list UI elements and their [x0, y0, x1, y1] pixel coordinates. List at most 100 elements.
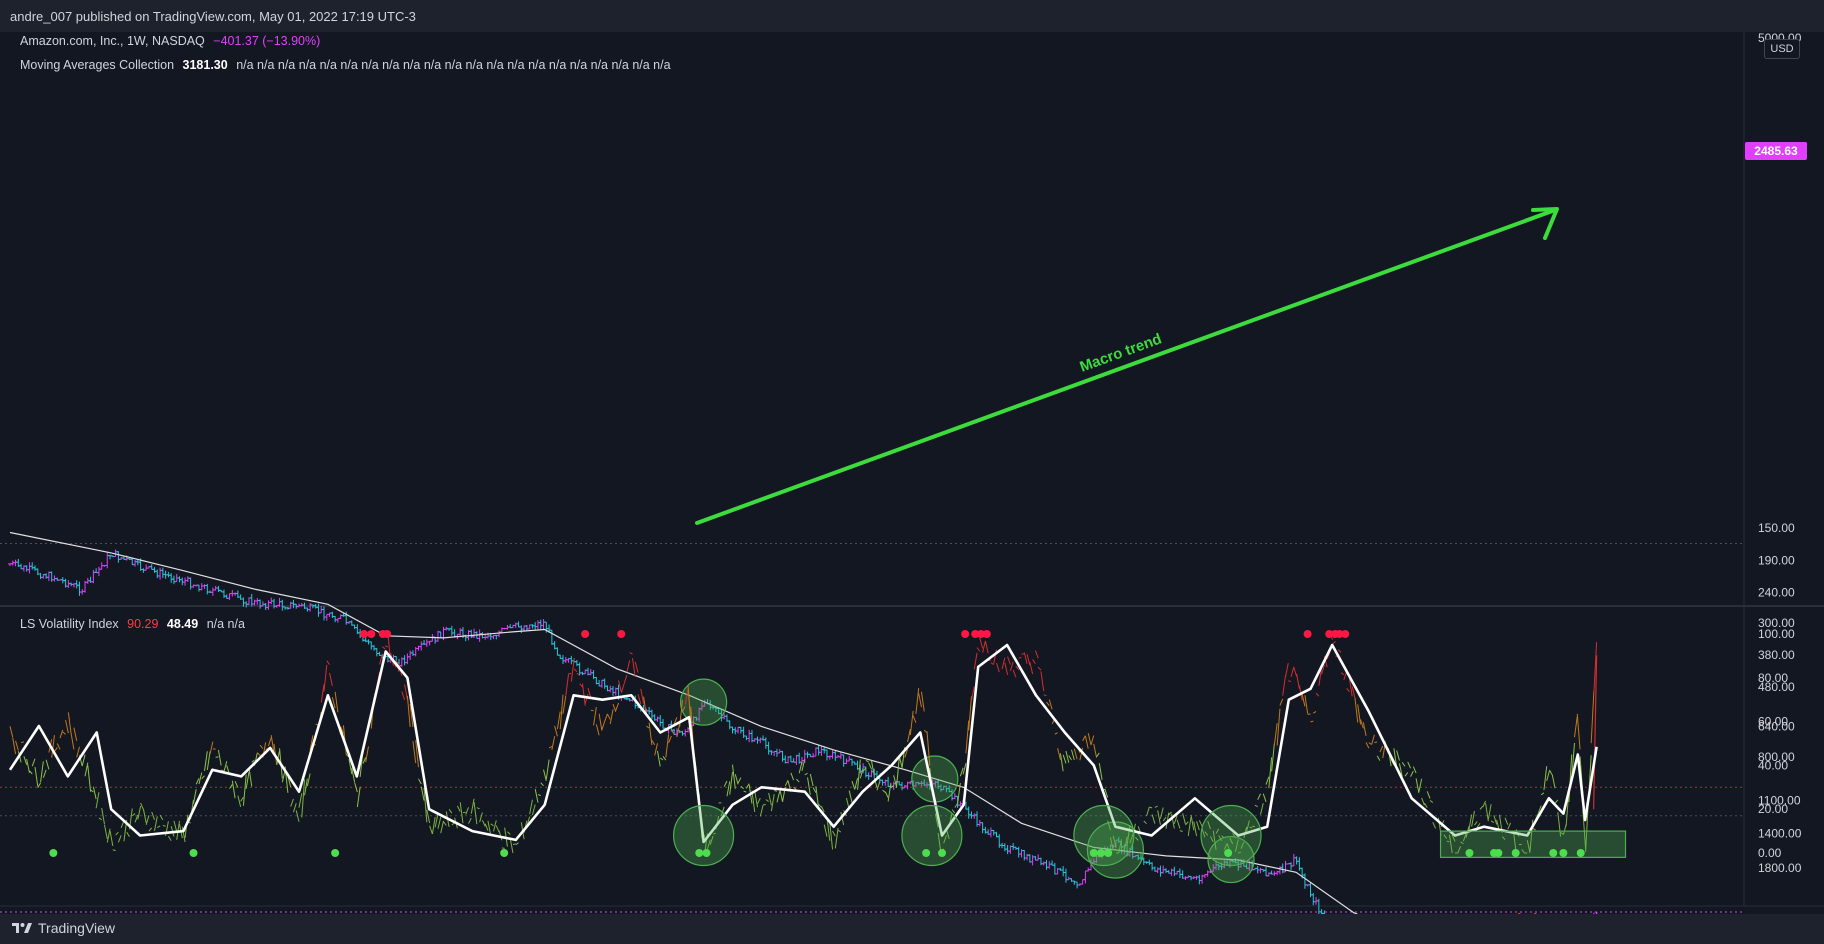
vol-circle — [1073, 804, 1135, 867]
raw-vol-segment — [540, 782, 544, 787]
raw-vol-segment — [1151, 814, 1156, 824]
raw-vol-segment — [1379, 745, 1384, 753]
price-tick-label: 190.00 — [1758, 553, 1795, 567]
raw-vol-segment — [229, 784, 233, 789]
raw-vol-segment — [1365, 742, 1370, 749]
raw-vol-segment — [267, 737, 272, 747]
raw-vol-segment — [65, 719, 69, 734]
moving-average-line — [9, 531, 1359, 914]
price-tick-label: 800.00 — [1758, 750, 1795, 764]
raw-vol-segment — [95, 792, 100, 809]
high-vol-dot — [383, 630, 392, 638]
price-tick-label: 240.00 — [1758, 585, 1795, 599]
raw-vol-segment — [637, 694, 642, 705]
raw-vol-segment — [1476, 822, 1481, 828]
raw-vol-segment — [612, 703, 617, 713]
raw-vol-segment — [584, 694, 589, 704]
raw-vol-segment — [1201, 828, 1206, 838]
raw-vol-segment — [354, 782, 358, 793]
vol-circle — [672, 804, 735, 867]
raw-vol-segment — [1257, 793, 1261, 801]
raw-vol-segment — [796, 778, 800, 783]
raw-vol-segment — [1246, 820, 1250, 832]
raw-vol-segment — [1546, 770, 1550, 781]
raw-vol-segment — [1090, 735, 1095, 746]
currency-button[interactable]: USD — [1764, 39, 1800, 59]
raw-vol-segment — [709, 835, 714, 845]
high-vol-dot — [971, 630, 980, 638]
raw-vol-segment — [1215, 828, 1220, 834]
symbol-label[interactable]: Amazon.com, Inc., 1W, NASDAQ — [20, 34, 205, 48]
raw-vol-segment — [54, 747, 58, 752]
raw-vol-segment — [1157, 810, 1161, 825]
raw-vol-segment — [304, 778, 308, 796]
raw-vol-segment — [37, 782, 42, 788]
raw-vol-segment — [1432, 821, 1437, 829]
raw-vol-segment — [1123, 836, 1128, 851]
raw-vol-segment — [887, 782, 892, 802]
raw-vol-segment — [807, 777, 811, 795]
brand[interactable]: TradingView — [12, 920, 115, 936]
raw-vol-segment — [1537, 805, 1542, 814]
ma-legend: Moving Averages Collection 3181.30 n/a n… — [20, 58, 676, 72]
raw-vol-segment — [809, 773, 814, 787]
raw-vol-segment — [1190, 814, 1195, 831]
raw-vol-segment — [1135, 837, 1139, 841]
raw-vol-segment — [490, 823, 494, 827]
vol-tick-label: 60.00 — [1758, 715, 1788, 729]
raw-vol-segment — [907, 728, 911, 743]
chart-canvas[interactable]: 150.00 190.00 240.00 300.00 380.00 480.00 640.… — [0, 32, 1824, 914]
raw-vol-segment — [965, 720, 970, 754]
ma-name[interactable]: Moving Averages Collection — [20, 58, 175, 72]
raw-vol-segment — [723, 780, 728, 787]
raw-vol-segment — [834, 827, 839, 849]
raw-vol-segment — [1288, 680, 1292, 682]
raw-vol-segment — [1540, 792, 1545, 796]
raw-vol-segment — [73, 727, 78, 741]
raw-vol-segment — [251, 759, 255, 763]
raw-vol-segment — [351, 767, 356, 783]
raw-vol-segment — [1460, 841, 1464, 845]
raw-vol-segment — [287, 776, 292, 788]
raw-vol-segment — [1232, 833, 1236, 839]
raw-vol-segment — [206, 751, 211, 771]
raw-vol-segment — [1046, 701, 1050, 706]
raw-vol-segment — [1254, 804, 1258, 808]
raw-vol-segment — [951, 809, 956, 814]
high-vol-dot — [360, 630, 369, 638]
raw-vol-segment — [973, 652, 978, 670]
raw-vol-segment — [1143, 820, 1147, 825]
vol-name[interactable]: LS Volatility Index — [20, 617, 119, 631]
raw-vol-segment — [1234, 839, 1239, 853]
raw-vol-segment — [531, 804, 536, 816]
raw-vol-segment — [295, 810, 300, 822]
high-vol-dot — [1303, 630, 1312, 638]
raw-vol-segment — [1485, 803, 1489, 822]
raw-vol-segment — [837, 829, 842, 833]
raw-vol-segment — [323, 664, 328, 692]
raw-vol-segment — [1034, 650, 1039, 659]
raw-vol-segment — [1357, 704, 1362, 725]
raw-vol-segment — [543, 769, 547, 781]
raw-vol-segment — [912, 715, 917, 723]
vol-value-2: 48.49 — [166, 617, 199, 631]
raw-vol-segment — [468, 817, 472, 824]
raw-vol-segment — [1507, 822, 1512, 830]
raw-vol-segment — [884, 791, 889, 798]
raw-vol-segment — [740, 785, 744, 790]
raw-vol-segment — [1212, 830, 1217, 850]
raw-vol-segment — [420, 786, 425, 801]
raw-vol-segment — [1426, 791, 1431, 799]
raw-vol-segment — [431, 816, 436, 835]
high-vol-dot — [581, 630, 590, 638]
raw-vol-segment — [990, 662, 994, 665]
raw-vol-segment — [137, 805, 142, 820]
raw-vol-segment — [1451, 834, 1456, 842]
raw-vol-segment — [418, 778, 422, 785]
raw-vol-segment — [1362, 722, 1367, 736]
raw-vol-segment — [1223, 843, 1228, 850]
raw-vol-segment — [876, 781, 881, 791]
raw-vol-segment — [823, 824, 828, 837]
raw-vol-segment — [1207, 820, 1211, 830]
raw-vol-segment — [620, 683, 625, 693]
